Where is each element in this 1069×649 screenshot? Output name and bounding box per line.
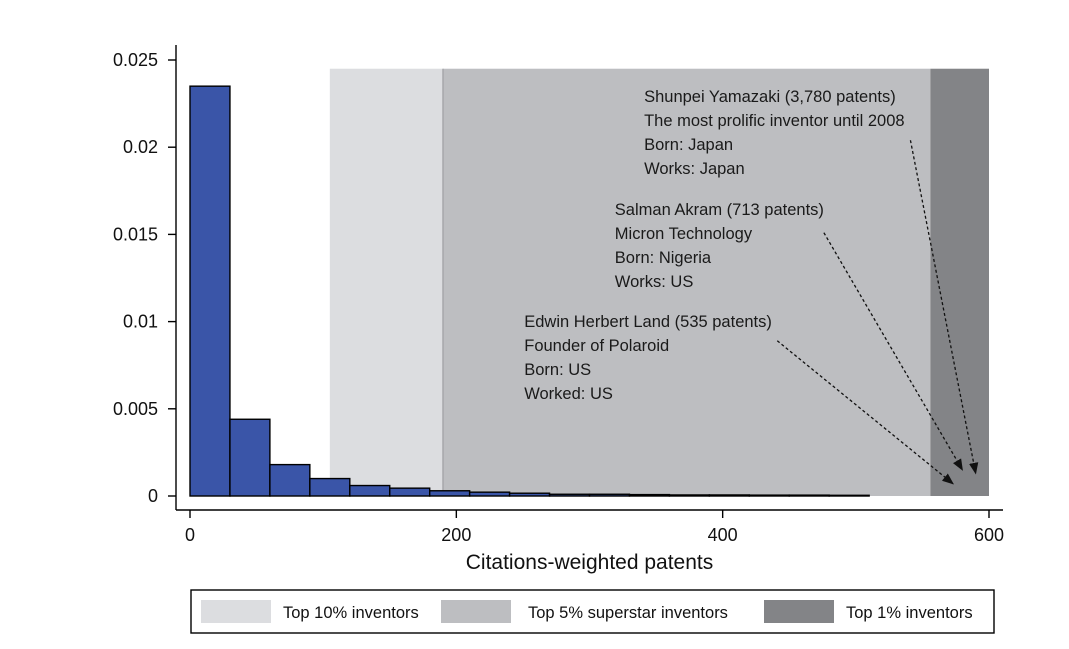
histogram-bars xyxy=(189,85,870,497)
annotation-2-arrow xyxy=(823,232,963,471)
annotation-3-arrow xyxy=(776,340,954,485)
annotation-2-line-4: Works: US xyxy=(615,273,694,291)
bar-13 xyxy=(668,494,711,497)
x-axis-title: Citations-weighted patents xyxy=(466,551,713,574)
annotation-3-line-2: Founder of Polaroid xyxy=(524,337,669,355)
bar-16 xyxy=(788,494,830,497)
bar-11 xyxy=(588,493,631,497)
bar-3 xyxy=(269,463,311,497)
x-tick-label-1: 0 xyxy=(185,525,195,545)
x-tick-label-3: 400 xyxy=(708,525,738,545)
legend: Top 10% inventors Top 5% superstar invent… xyxy=(190,589,995,634)
annotation-2-line-1: Salman Akram (713 patents) xyxy=(615,201,824,219)
bar-2 xyxy=(229,418,271,497)
legend-label-3: Top 1% inventors xyxy=(846,604,973,622)
y-tick-label-6: 0.025 xyxy=(113,50,158,70)
shaded-region-1 xyxy=(329,68,444,496)
annotation-2-line-3: Born: Nigeria xyxy=(615,249,712,267)
shaded-regions xyxy=(329,68,989,496)
annotation-1-arrow xyxy=(909,140,979,475)
bar-4 xyxy=(309,477,351,497)
legend-box xyxy=(190,589,995,634)
shaded-region-2 xyxy=(443,68,931,496)
legend-swatch-1 xyxy=(201,600,271,623)
annotation-3-line-1: Edwin Herbert Land (535 patents) xyxy=(524,313,772,331)
annotation-1-line-3: Born: Japan xyxy=(644,136,733,154)
bar-7 xyxy=(429,490,471,497)
bar-10 xyxy=(548,493,591,497)
annotation-1-line-2: The most prolific inventor until 2008 xyxy=(644,112,904,130)
y-tick-label-1: 0 xyxy=(148,486,158,506)
bar-8 xyxy=(468,491,511,497)
annotation-2: Salman Akram (713 patents) Micron Technol… xyxy=(615,201,963,471)
annotation-3-line-3: Born: US xyxy=(524,361,591,379)
bar-9 xyxy=(508,492,551,497)
bar-17 xyxy=(828,494,870,497)
bar-1 xyxy=(189,85,231,497)
y-tick-label-3: 0.01 xyxy=(123,312,158,332)
annotation-3: Edwin Herbert Land (535 patents) Founder … xyxy=(524,313,954,485)
y-tick-label-2: 0.005 xyxy=(113,399,158,419)
annotation-3-line-4: Worked: US xyxy=(524,385,613,403)
legend-label-1: Top 10% inventors xyxy=(283,604,419,622)
annotation-1: Shunpei Yamazaki (3,780 patents) The most… xyxy=(644,88,979,475)
axes: 0 0.005 0.01 0.015 0.02 0.025 0 200 400 600 xyxy=(113,45,1004,545)
legend-swatch-2 xyxy=(441,600,511,623)
bar-5 xyxy=(349,484,391,497)
legend-swatch-3 xyxy=(764,600,834,623)
annotations: Shunpei Yamazaki (3,780 patents) The most… xyxy=(524,88,979,485)
bar-14 xyxy=(708,494,750,497)
shaded-region-3 xyxy=(930,68,989,496)
bar-15 xyxy=(748,494,790,497)
annotation-2-line-2: Micron Technology xyxy=(615,225,753,243)
legend-label-2: Top 5% superstar inventors xyxy=(528,604,728,622)
y-tick-label-5: 0.02 xyxy=(123,137,158,157)
bar-12 xyxy=(628,493,671,497)
annotation-1-line-4: Works: Japan xyxy=(644,160,745,178)
y-tick-label-4: 0.015 xyxy=(113,224,158,244)
annotation-1-line-1: Shunpei Yamazaki (3,780 patents) xyxy=(644,88,896,106)
x-tick-label-2: 200 xyxy=(441,525,471,545)
bar-6 xyxy=(389,487,431,497)
x-tick-label-4: 600 xyxy=(974,525,1004,545)
